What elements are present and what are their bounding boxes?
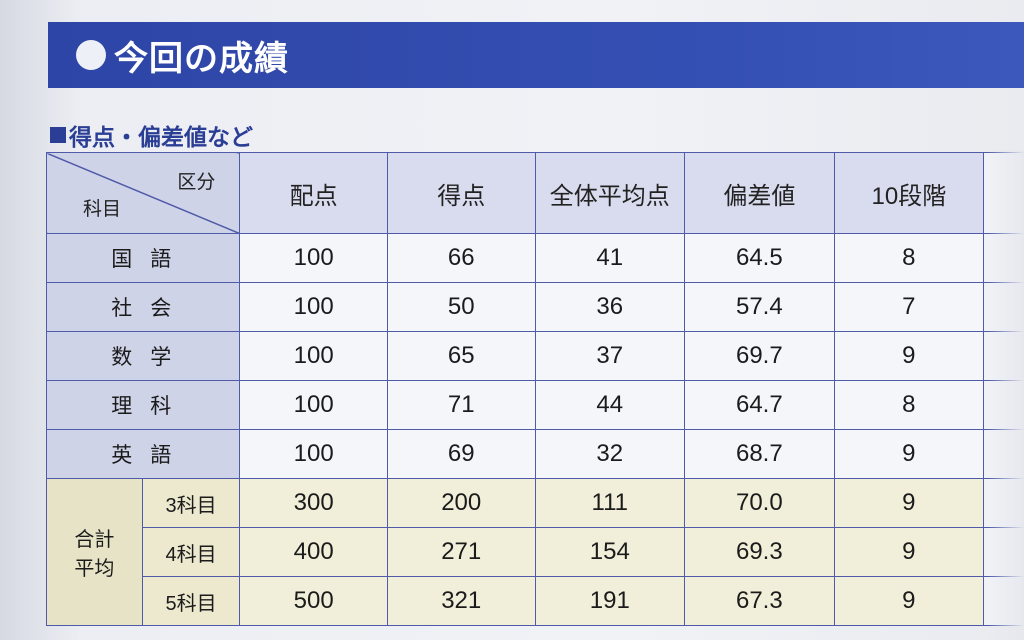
square-bullet-icon bbox=[50, 127, 66, 143]
table-cell: 41 bbox=[534, 233, 686, 283]
table-row: 英語 100 69 32 68.7 9 bbox=[45, 429, 1024, 479]
table-cell: 69.3 bbox=[684, 527, 835, 577]
totals-label-line1: 合計 bbox=[74, 529, 115, 551]
edge-shadow bbox=[988, 150, 1024, 640]
table-cell: 271 bbox=[386, 527, 536, 577]
table-cell: 100 bbox=[239, 331, 388, 381]
subject-label: 英語 bbox=[45, 429, 241, 479]
totals-sublabel: 3科目 bbox=[141, 478, 241, 528]
table-cell: 9 bbox=[833, 576, 985, 626]
subject-label: 国語 bbox=[45, 233, 241, 283]
table-cell: 100 bbox=[239, 282, 388, 332]
table-cell: 9 bbox=[833, 331, 985, 381]
table-cell: 9 bbox=[833, 478, 985, 528]
section-heading: 得点・偏差値など bbox=[50, 118, 253, 152]
totals-label: 合計 平均 bbox=[46, 478, 143, 626]
header-cell: 偏差値 bbox=[684, 152, 835, 234]
table-cell: 67.3 bbox=[684, 576, 835, 626]
table-cell: 36 bbox=[534, 282, 686, 332]
table-cell: 32 bbox=[534, 429, 686, 479]
table-cell: 66 bbox=[386, 233, 536, 283]
section-heading-text: 得点・偏差値など bbox=[69, 125, 253, 151]
table-cell: 70.0 bbox=[684, 478, 835, 528]
table-cell: 8 bbox=[833, 380, 985, 430]
table-row: 5科目 500 321 191 67.3 9 bbox=[47, 576, 1024, 626]
corner-cell: 区分 科目 bbox=[45, 152, 241, 234]
table-cell: 69.7 bbox=[684, 331, 835, 381]
totals-sublabel: 4科目 bbox=[141, 527, 241, 577]
table-cell: 68.7 bbox=[684, 429, 835, 479]
corner-top-label: 区分 bbox=[177, 172, 216, 193]
table-cell: 9 bbox=[833, 527, 985, 577]
table-cell: 300 bbox=[239, 478, 388, 528]
table-cell: 400 bbox=[239, 527, 388, 577]
table-cell: 7 bbox=[833, 282, 985, 332]
header-cell: 全体平均点 bbox=[534, 152, 686, 234]
table-cell: 64.5 bbox=[684, 233, 835, 283]
subject-label: 数学 bbox=[45, 331, 241, 381]
table-cell: 50 bbox=[386, 282, 536, 332]
table-cell: 64.7 bbox=[684, 380, 835, 430]
table-cell: 71 bbox=[386, 380, 536, 430]
table-cell: 154 bbox=[534, 527, 686, 577]
table-cell: 44 bbox=[534, 380, 686, 430]
table-cell: 321 bbox=[386, 576, 536, 626]
scores-table: 区分 科目 配点 得点 全体平均点 偏差値 10段階 国語 100 66 41 … bbox=[45, 152, 1024, 626]
title-banner: 今回の成績 bbox=[48, 22, 1024, 88]
table-cell: 8 bbox=[833, 233, 985, 283]
totals-sublabel: 5科目 bbox=[141, 576, 241, 626]
table-cell: 200 bbox=[386, 478, 536, 528]
table-row: 国語 100 66 41 64.5 8 bbox=[45, 233, 1024, 283]
table-cell: 37 bbox=[534, 331, 686, 381]
table-row: 合計 平均 3科目 300 200 111 70.0 9 bbox=[46, 478, 1024, 626]
table-cell: 100 bbox=[239, 380, 388, 430]
table-row: 4科目 400 271 154 69.3 9 bbox=[47, 527, 1024, 577]
header-row: 区分 科目 配点 得点 全体平均点 偏差値 10段階 bbox=[45, 152, 1024, 234]
table-cell: 500 bbox=[239, 576, 388, 626]
subject-label: 理科 bbox=[45, 380, 241, 430]
table-row: 社会 100 50 36 57.4 7 bbox=[45, 282, 1024, 332]
table-cell: 191 bbox=[534, 576, 686, 626]
page-title: 今回の成績 bbox=[114, 38, 289, 79]
table-cell: 65 bbox=[386, 331, 536, 381]
corner-bottom-label: 科目 bbox=[83, 199, 122, 220]
header-cell: 10段階 bbox=[833, 152, 985, 234]
table-cell: 9 bbox=[833, 429, 985, 479]
table-cell: 100 bbox=[239, 429, 388, 479]
header-cell: 得点 bbox=[386, 152, 536, 234]
table-cell: 57.4 bbox=[684, 282, 835, 332]
subject-label: 社会 bbox=[45, 282, 241, 332]
table-cell: 69 bbox=[386, 429, 536, 479]
table-cell: 111 bbox=[534, 478, 686, 528]
header-cell: 配点 bbox=[239, 152, 388, 234]
table-cell: 100 bbox=[239, 233, 388, 283]
bullet-circle-icon bbox=[76, 40, 106, 70]
table-row: 理科 100 71 44 64.7 8 bbox=[45, 380, 1024, 430]
totals-label-line2: 平均 bbox=[74, 558, 115, 580]
table-row: 数学 100 65 37 69.7 9 bbox=[45, 331, 1024, 381]
